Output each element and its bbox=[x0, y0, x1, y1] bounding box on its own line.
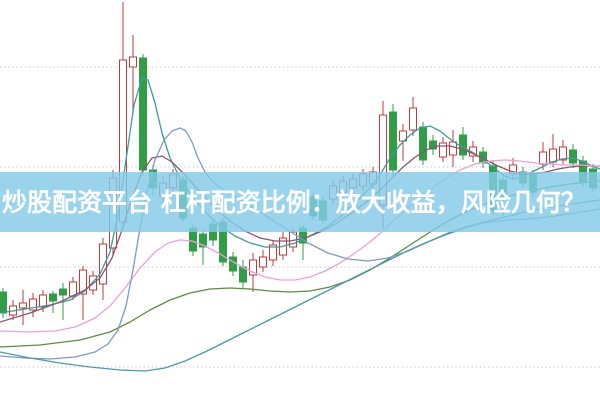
candle-up bbox=[449, 130, 457, 167]
candle-up bbox=[439, 137, 447, 162]
candle-body bbox=[449, 141, 457, 156]
ma-pink bbox=[0, 159, 600, 333]
candle-down bbox=[429, 135, 437, 155]
candle-body bbox=[409, 107, 417, 131]
candle-body bbox=[199, 233, 207, 248]
headline-text: 炒股配资平台 杠杆配资比例：放大收益，风险几何？ bbox=[2, 187, 586, 217]
candle-body bbox=[129, 56, 137, 68]
candle-up bbox=[19, 290, 27, 325]
candle-up bbox=[559, 140, 567, 165]
candle-body bbox=[429, 140, 437, 150]
candle-up bbox=[129, 35, 137, 112]
candle-body bbox=[79, 269, 87, 295]
candle-up bbox=[79, 266, 87, 320]
candle-down bbox=[389, 104, 397, 176]
candle-body bbox=[229, 256, 237, 272]
candle-down bbox=[569, 144, 577, 168]
candle-body bbox=[539, 151, 547, 165]
candle-body bbox=[559, 146, 567, 161]
candle-body bbox=[419, 126, 427, 161]
candle-body bbox=[569, 149, 577, 164]
candle-body bbox=[259, 256, 267, 268]
candle-up bbox=[99, 238, 107, 300]
candle-body bbox=[269, 244, 277, 261]
candle-up bbox=[259, 250, 267, 272]
candle-body bbox=[459, 134, 467, 156]
candle-up bbox=[409, 97, 417, 136]
candle-body bbox=[39, 294, 47, 308]
candle-down bbox=[139, 54, 147, 176]
candle-body bbox=[0, 291, 7, 314]
candle-body bbox=[99, 243, 107, 285]
candle-down bbox=[199, 230, 207, 265]
candle-body bbox=[249, 259, 257, 276]
candle-body bbox=[59, 288, 67, 296]
candle-down bbox=[49, 291, 57, 313]
candle-body bbox=[19, 302, 27, 309]
candle-body bbox=[439, 142, 447, 158]
candle-body bbox=[49, 293, 57, 302]
candle-body bbox=[139, 57, 147, 171]
candle-up bbox=[269, 240, 277, 266]
candle-body bbox=[389, 111, 397, 171]
candle-body bbox=[549, 148, 557, 163]
candle-up bbox=[29, 293, 37, 317]
candle-body bbox=[399, 130, 407, 142]
candle-body bbox=[29, 298, 37, 311]
headline-overlay-band: 炒股配资平台 杠杆配资比例：放大收益，风险几何？ bbox=[0, 172, 600, 232]
